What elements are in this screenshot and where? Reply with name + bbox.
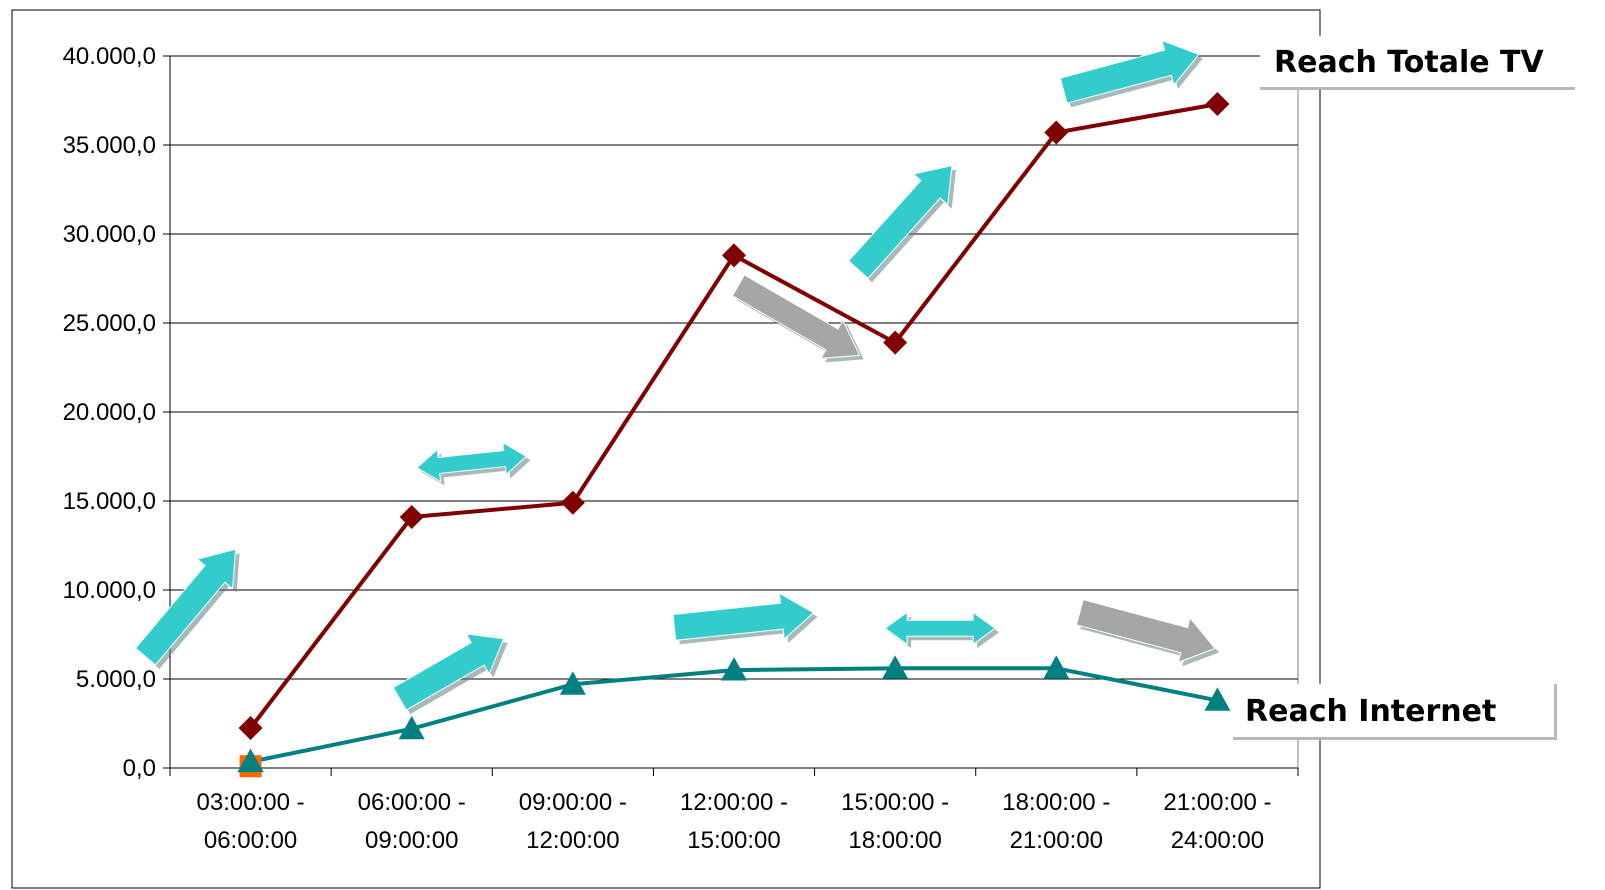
y-tick-label: 5.000,0 xyxy=(76,666,156,693)
data-point-diamond xyxy=(883,330,908,355)
callout-reach-internet: Reach Internet xyxy=(1233,684,1557,740)
x-tick-label: 03:00:00 - xyxy=(197,789,305,816)
trend-arrow xyxy=(1075,599,1219,667)
trend-arrow-body xyxy=(672,592,815,641)
x-tick-label: 18:00:00 - xyxy=(1002,789,1110,816)
axes: 0,0 5.000,0 10.000,0 15.000,0 20.000,0 25.000… xyxy=(63,43,1299,854)
x-tick-label: 12:00:00 - xyxy=(680,789,788,816)
trend-arrow-body xyxy=(884,611,996,646)
data-point-triangle xyxy=(721,657,747,681)
y-tick-label: 10.000,0 xyxy=(63,577,156,604)
x-tick-label: 15:00:00 xyxy=(687,827,780,854)
trend-arrow xyxy=(731,274,864,363)
x-tick-label: 09:00:00 - xyxy=(519,789,627,816)
y-tick-label: 40.000,0 xyxy=(63,43,156,70)
trend-arrow xyxy=(847,164,956,283)
trend-arrows xyxy=(134,39,1219,715)
trend-arrow-body xyxy=(1075,599,1216,664)
data-point-triangle xyxy=(882,655,909,679)
trend-arrow-body xyxy=(731,274,861,359)
x-tick-label: 21:00:00 xyxy=(1010,827,1103,854)
data-point-diamond xyxy=(399,505,424,530)
callout-reach-totale-tv: Reach Totale TV xyxy=(1260,36,1575,90)
trend-arrow-body xyxy=(134,548,237,666)
data-point-diamond xyxy=(722,243,746,268)
x-tick-label: 09:00:00 xyxy=(365,827,458,854)
series-layer xyxy=(237,92,1231,778)
data-point-diamond xyxy=(1205,92,1230,117)
x-tick-label: 24:00:00 xyxy=(1171,827,1264,854)
trend-arrow xyxy=(672,592,818,645)
trend-arrow xyxy=(134,548,240,669)
trend-arrow-body xyxy=(1059,39,1200,104)
x-tick-label: 06:00:00 - xyxy=(358,789,466,816)
y-tick-label: 20.000,0 xyxy=(63,399,156,426)
data-point-triangle xyxy=(398,715,425,740)
x-tick-label: 18:00:00 xyxy=(848,827,941,854)
x-tick-label: 21:00:00 - xyxy=(1163,789,1271,816)
x-tick-label: 15:00:00 - xyxy=(841,789,949,816)
x-tick-label: 12:00:00 xyxy=(526,827,619,854)
y-tick-label: 15.000,0 xyxy=(63,488,156,515)
data-point-diamond xyxy=(238,715,263,740)
y-tick-label: 35.000,0 xyxy=(63,132,156,159)
x-tick-label: 06:00:00 xyxy=(204,827,297,854)
chart-area-border xyxy=(11,9,1321,889)
data-point-triangle xyxy=(237,748,264,773)
data-point-triangle xyxy=(559,671,586,695)
trend-arrow xyxy=(1059,39,1203,108)
trend-arrow-body xyxy=(392,633,505,711)
trend-arrow xyxy=(884,611,1000,649)
y-tick-label: 25.000,0 xyxy=(63,310,156,337)
y-tick-label: 0,0 xyxy=(123,755,156,782)
data-point-triangle xyxy=(1204,687,1231,711)
trend-arrow xyxy=(416,441,531,486)
trend-arrow xyxy=(392,633,508,715)
data-point-triangle xyxy=(1043,655,1070,679)
trend-arrow-body xyxy=(416,441,528,483)
y-tick-label: 30.000,0 xyxy=(63,221,156,248)
data-point-diamond xyxy=(1044,120,1069,145)
trend-arrow-body xyxy=(847,164,953,280)
data-point-diamond xyxy=(560,490,585,515)
